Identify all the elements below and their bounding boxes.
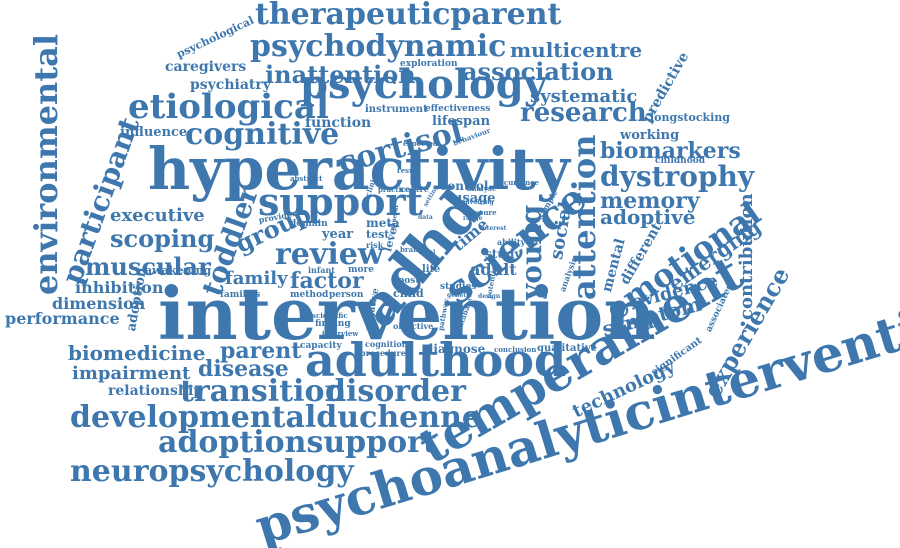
word-developmentalduchenne: developmentalduchenne [70,400,481,435]
word-inhibition: inhibition [75,278,164,297]
word-practice: practice [378,185,410,194]
word-instrument: instrument [365,104,428,115]
word-qualitative: qualitative [537,343,598,354]
word-families: families [220,290,261,300]
word-caregivers: caregivers [165,59,247,75]
word-working: working [620,128,680,143]
word-inattention: inattention [265,60,416,89]
word-genetic: genetic [447,292,472,299]
word-muscular: muscular [85,252,211,281]
word-control: control [440,179,489,193]
word-method: method [290,290,329,300]
word-result: result [397,166,421,175]
word-involving: involving [463,199,494,206]
word-data: data [418,214,433,221]
word-systematic: systematic [530,86,638,107]
word-hyperactivity: hyperactivity [148,135,570,203]
word-dystrophy: dystrophy [600,160,755,193]
word-association: association [462,57,614,86]
word-analyse: analyse [467,184,497,193]
word-cognitive: cognitive [185,117,340,152]
word-conclusion: conclusion [494,345,537,354]
word-cognition: cognition [365,339,408,349]
word-neuropsychology: neuropsychology [70,454,354,489]
word-procedure: procedure [360,348,406,358]
word-scientific: scientific [312,311,348,320]
word-adult: adult [470,260,517,279]
word-psychological: psychological [174,13,256,61]
word-study: study [485,247,522,261]
word-performance: performance [5,309,120,328]
word-diagnose: diagnose [425,342,486,356]
word-adoptive: adoptive [600,205,696,229]
word-function: function [305,115,372,131]
word-awakening: awakening [145,264,212,277]
word-expected: expected [403,139,438,148]
word-disease: disease [198,356,289,382]
word-meta: meta [366,216,400,230]
word-etiological: etiological [128,87,329,127]
word-therapeuticparent: therapeuticparent [255,0,562,32]
word-psychology: psychology [300,61,547,108]
word-capacity: capacity [300,341,342,351]
word-parent: parent [220,338,302,364]
word-occurrence: occurrence [495,178,539,187]
word-child: child [393,287,424,300]
word-vocal: vocal [418,249,436,256]
word-multicentre: multicentre [510,38,643,62]
word-usage: usage [453,191,496,206]
word-post: post [398,276,420,286]
word-infant: infant [308,265,335,275]
word-ability: ability [497,237,526,247]
word-review: review [275,237,384,272]
word-family: family [225,268,288,289]
word-lifespan: lifespan [432,114,491,129]
word-more: more [348,265,374,275]
word-person: person [329,290,364,300]
word-risk: risk [366,240,384,250]
word-adulthood: adulthood [305,333,567,387]
word-range: range [463,215,483,222]
word-interest: interest [480,225,507,232]
word-effectiveness: effectiveness [425,104,491,114]
word-contribution: contribution [736,193,757,320]
word-influence: influence [120,125,188,140]
word-brain: brain [400,245,421,254]
word-interview: interview [322,329,359,338]
word-factor: factor [290,268,364,294]
word-longstocking: longstocking [650,111,731,124]
word-centre: centre [400,184,429,194]
word-scoping: scoping [110,224,215,253]
word-biomarkers: biomarkers [600,138,741,164]
word-adoptionsupport: adoptionsupport [158,425,437,460]
word-executive: executive [110,205,205,226]
word-memory: memory [600,188,700,214]
word-biomedicine: biomedicine [68,341,206,365]
word-objective: objective [393,321,434,331]
word-environmental: environmental [27,34,65,295]
word-finding: finding [315,319,351,329]
word-abstract: abstract [290,174,323,183]
word-year: year [322,227,354,242]
word-dimension: dimension [52,294,146,313]
word-transition: transition [180,374,347,409]
word-measure: measure [463,208,497,217]
word-studies: studies [440,282,477,292]
word-support: support [258,179,424,224]
word-impairment: impairment [72,363,191,384]
word-life: life [422,264,441,275]
word-intervention: intervention [158,271,656,356]
word-test: test [366,228,390,241]
word-exploration: exploration [400,59,458,69]
word-relationship: relationship [108,383,204,399]
word-design: design [478,293,501,300]
word-psychiatry: psychiatry [190,77,271,93]
word-domain: domain [290,219,328,229]
word-psychodynamic: psychodynamic [250,29,507,64]
word-childhood: childhood [655,156,705,166]
word-research: research [520,98,647,128]
word-disorder: disorder [325,374,466,409]
